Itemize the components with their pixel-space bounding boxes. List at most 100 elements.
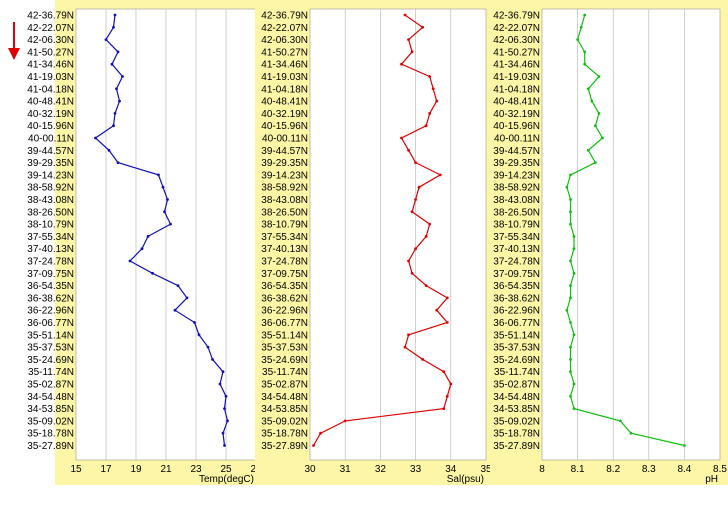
ph-latitude-label: 34-54.48N	[493, 392, 540, 403]
ph-latitude-label: 41-34.46N	[493, 60, 540, 71]
ph-data-point	[583, 13, 587, 17]
temp-latitude-label: 40-32.19N	[27, 109, 74, 120]
temp-latitude-label: 36-22.96N	[27, 306, 74, 317]
temp-latitude-label: 36-54.35N	[27, 281, 74, 292]
sal-data-point	[400, 136, 403, 140]
ph-data-point	[586, 148, 590, 152]
sal-latitude-label: 36-54.35N	[261, 281, 308, 292]
sal-latitude-label: 38-58.92N	[261, 183, 308, 194]
sal-data-point	[442, 370, 446, 374]
sal-latitude-label: 37-09.75N	[261, 269, 308, 280]
ph-latitude-label: 35-27.89N	[493, 441, 540, 452]
sal-data-point	[428, 222, 432, 226]
temp-data-point	[185, 296, 189, 300]
temp-data-point	[113, 13, 117, 17]
sal-data-point	[421, 358, 425, 361]
ph-latitude-label: 35-09.02N	[493, 416, 540, 427]
ph-latitude-label: 38-10.79N	[493, 220, 540, 231]
sal-data-point	[407, 148, 410, 152]
ph-data-point	[565, 308, 569, 312]
temp-data-point	[140, 247, 144, 251]
temp-latitude-label: 37-24.78N	[27, 257, 74, 268]
sal-x-tick-label: 31	[340, 464, 352, 475]
sal-latitude-label: 37-55.34N	[261, 232, 308, 243]
ph-data-point	[569, 173, 572, 177]
ph-data-point	[569, 345, 572, 349]
temp-latitude-label: 34-54.48N	[27, 392, 74, 403]
ph-latitude-label: 35-18.78N	[493, 429, 540, 440]
temp-x-tick-label: 17	[100, 464, 112, 475]
sal-latitude-label: 39-44.57N	[261, 146, 308, 157]
ph-data-point	[597, 112, 601, 115]
temp-latitude-label: 36-06.77N	[27, 318, 74, 329]
temp-data-point	[226, 419, 229, 423]
sal-data-point	[424, 284, 428, 287]
temp-latitude-label: 34-53.85N	[27, 404, 74, 415]
ph-data-point	[572, 382, 576, 386]
sal-data-point	[312, 444, 315, 447]
temp-x-tick-label: 23	[190, 464, 202, 475]
ph-latitude-label: 40-32.19N	[493, 109, 540, 120]
ph-panel: 8 8.1 8.2 8.3 8.4 8.5pH 42-36.79N42-22.07N42-0…	[490, 0, 728, 485]
sal-plot-area	[309, 8, 487, 461]
sal-latitude-label: 41-34.46N	[261, 60, 308, 71]
ph-latitude-label: 35-51.14N	[493, 330, 540, 341]
ph-plot-area	[541, 8, 721, 461]
temp-latitude-label: 35-51.14N	[27, 330, 74, 341]
temp-profile-line	[94, 14, 229, 446]
ph-latitude-label: 34-53.85N	[493, 404, 540, 415]
ph-latitude-label: 42-06.30N	[493, 35, 540, 46]
ph-latitude-label: 41-19.03N	[493, 72, 540, 83]
ph-x-tick-label: 8.3	[642, 464, 656, 475]
sal-data-point	[435, 99, 439, 103]
sal-latitude-label: 41-19.03N	[261, 72, 308, 83]
ph-latitude-label: 36-54.35N	[493, 281, 540, 292]
sal-x-tick-label: 33	[410, 464, 422, 475]
temp-panel: 15171921232527Temp(degC)42-36.79N42-22.0…	[27, 0, 262, 485]
sal-data-point	[414, 198, 417, 201]
ph-x-tick-label: 8	[539, 464, 545, 475]
temp-data-point	[173, 308, 177, 312]
sal-data-point	[417, 185, 421, 189]
ph-data-point	[569, 284, 572, 287]
temp-latitude-label: 35-37.53N	[27, 343, 74, 354]
ph-data-point	[586, 87, 590, 91]
temp-latitude-label: 37-40.13N	[27, 244, 74, 255]
ph-latitude-label: 36-22.96N	[493, 306, 540, 317]
temp-data-point	[146, 235, 150, 238]
temp-data-point	[110, 62, 114, 66]
ph-latitude-label: 41-50.27N	[493, 47, 540, 58]
temp-data-point	[94, 136, 97, 140]
temp-latitude-label: 41-04.18N	[27, 84, 74, 95]
sal-data-point	[343, 419, 347, 423]
ph-latitude-label: 36-06.77N	[493, 318, 540, 329]
sal-data-point	[435, 308, 439, 312]
ph-data-point	[590, 99, 594, 103]
ph-data-point	[572, 333, 576, 337]
temp-x-tick-label: 21	[160, 464, 172, 475]
sal-latitude-label: 38-10.79N	[261, 220, 308, 231]
sal-data-point	[445, 321, 449, 324]
profile-panels: 15171921232527Temp(degC)42-36.79N42-22.0…	[27, 0, 728, 485]
temp-data-point	[223, 444, 226, 447]
ph-data-point	[569, 321, 572, 324]
sal-data-point	[407, 259, 410, 263]
temp-data-point	[224, 394, 228, 398]
sal-latitude-label: 41-04.18N	[261, 84, 308, 95]
sal-latitude-label: 40-32.19N	[261, 109, 308, 120]
temp-latitude-label: 38-58.92N	[27, 183, 74, 194]
temp-data-point	[116, 50, 120, 54]
ph-x-tick-label: 8.4	[677, 464, 691, 475]
sal-data-point	[421, 25, 425, 29]
temp-data-point	[221, 431, 225, 435]
sal-data-point	[403, 13, 407, 17]
ph-data-point	[572, 271, 576, 275]
sal-latitude-label: 39-14.23N	[261, 170, 308, 181]
ph-latitude-label: 35-24.69N	[493, 355, 540, 366]
temp-latitude-label: 40-48.41N	[27, 97, 74, 108]
ph-data-point	[594, 161, 597, 165]
ph-data-point	[569, 198, 572, 201]
ph-x-tick-label: 8.2	[606, 464, 620, 475]
ph-latitude-label: 37-24.78N	[493, 257, 540, 268]
